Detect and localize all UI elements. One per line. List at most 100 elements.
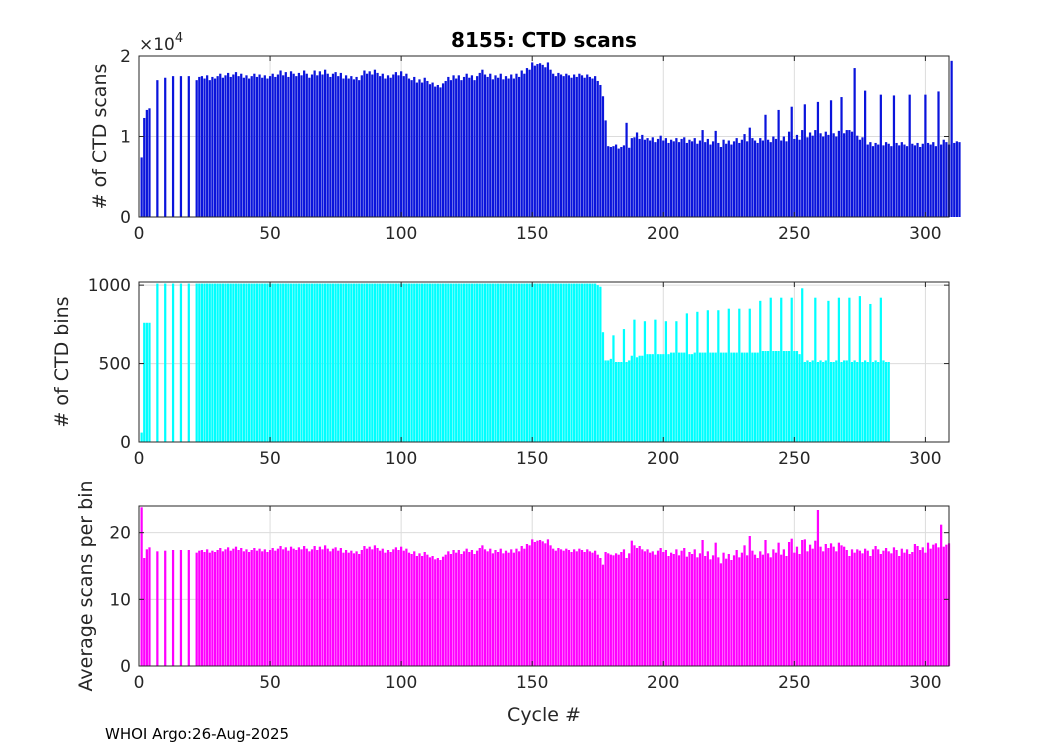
bar-cycle-277 bbox=[864, 90, 867, 217]
bar-cycle-254 bbox=[803, 104, 806, 217]
bar-cycle-43 bbox=[250, 550, 253, 666]
bar-cycle-109 bbox=[423, 77, 426, 218]
bar-cycle-91 bbox=[376, 548, 379, 666]
bar-cycle-194 bbox=[646, 354, 649, 442]
bar-cycle-71 bbox=[324, 69, 327, 217]
bar-cycle-31 bbox=[219, 548, 222, 666]
bar-cycle-131 bbox=[481, 69, 484, 217]
bar-cycle-259 bbox=[816, 101, 820, 217]
bar-cycle-261 bbox=[822, 362, 825, 442]
bar-cycle-219 bbox=[711, 555, 715, 666]
bar-cycle-304 bbox=[934, 146, 938, 217]
bar-cycle-303 bbox=[932, 142, 935, 217]
bar-cycle-133 bbox=[486, 76, 489, 218]
bar-cycle-47 bbox=[261, 551, 264, 666]
bar-cycle-7 bbox=[156, 283, 159, 442]
bar-cycle-22 bbox=[195, 80, 198, 218]
bar-cycle-108 bbox=[420, 556, 424, 666]
bar-cycle-237 bbox=[759, 138, 762, 217]
bar-cycle-274 bbox=[856, 549, 859, 666]
bar-cycle-199 bbox=[659, 135, 662, 217]
y-axis-label: # of CTD bins bbox=[51, 296, 73, 427]
bar-cycle-59 bbox=[292, 548, 295, 666]
bar-cycle-38 bbox=[237, 76, 240, 218]
footer-credit: WHOI Argo:26-Aug-2025 bbox=[105, 725, 290, 743]
bar-cycle-37 bbox=[234, 283, 238, 442]
bar-cycle-32 bbox=[221, 551, 224, 666]
bar-cycle-73 bbox=[329, 283, 332, 442]
bar-cycle-266 bbox=[835, 360, 838, 442]
bar-cycle-77 bbox=[339, 72, 342, 217]
bar-cycle-115 bbox=[439, 87, 442, 217]
bar-cycle-264 bbox=[829, 100, 833, 217]
bar-cycle-145 bbox=[517, 283, 521, 442]
bar-cycle-268 bbox=[840, 97, 843, 217]
bar-cycle-53 bbox=[276, 74, 280, 217]
bar-cycle-195 bbox=[649, 552, 652, 666]
bar-cycle-304 bbox=[934, 543, 938, 666]
bar-cycle-25 bbox=[203, 552, 206, 666]
bar-cycle-202 bbox=[667, 556, 670, 666]
bar-cycle-258 bbox=[814, 540, 817, 666]
bar-cycle-233 bbox=[748, 536, 751, 666]
bar-cycle-132 bbox=[483, 549, 487, 666]
bar-cycle-156 bbox=[546, 283, 550, 442]
bar-cycle-174 bbox=[594, 550, 597, 666]
bar-cycle-44 bbox=[253, 548, 256, 666]
bar-cycle-264 bbox=[829, 362, 833, 442]
bar-cycle-167 bbox=[575, 283, 578, 442]
bar-cycle-142 bbox=[510, 549, 513, 666]
bar-cycle-54 bbox=[279, 70, 282, 218]
bar-cycle-265 bbox=[832, 133, 835, 217]
bar-cycle-306 bbox=[940, 524, 943, 666]
bar-cycle-294 bbox=[908, 554, 911, 666]
bar-cycle-141 bbox=[507, 283, 510, 442]
bar-cycle-282 bbox=[877, 144, 880, 217]
bar-cycle-38 bbox=[237, 283, 240, 442]
bar-cycle-34 bbox=[227, 547, 230, 666]
bar-cycle-257 bbox=[811, 360, 814, 442]
bar-cycle-251 bbox=[795, 351, 799, 442]
bar-cycle-50 bbox=[268, 283, 272, 442]
bar-cycle-270 bbox=[845, 130, 848, 217]
bar-cycle-256 bbox=[808, 132, 812, 217]
bar-cycle-235 bbox=[753, 352, 757, 442]
bar-cycle-201 bbox=[664, 550, 668, 666]
bar-cycle-63 bbox=[303, 283, 306, 442]
bar-cycle-19 bbox=[187, 283, 190, 442]
bar-cycle-79 bbox=[344, 550, 348, 666]
bar-cycle-52 bbox=[274, 550, 277, 666]
bar-cycle-289 bbox=[895, 142, 898, 217]
bar-cycle-90 bbox=[373, 545, 377, 666]
bar-cycle-207 bbox=[680, 138, 683, 217]
bar-cycle-57 bbox=[287, 283, 290, 442]
bar-cycle-180 bbox=[609, 554, 612, 666]
bar-cycle-224 bbox=[725, 352, 728, 442]
bar-cycle-89 bbox=[371, 549, 374, 666]
bar-cycle-234 bbox=[751, 550, 754, 666]
bar-cycle-121 bbox=[455, 78, 458, 217]
bar-cycle-216 bbox=[704, 556, 707, 666]
bar-cycle-99 bbox=[397, 75, 400, 217]
bar-cycle-1 bbox=[140, 507, 143, 666]
bar-cycle-146 bbox=[520, 546, 523, 666]
bar-cycle-229 bbox=[738, 142, 741, 217]
bar-cycle-84 bbox=[358, 554, 361, 666]
x-tick-label: 250 bbox=[778, 449, 810, 469]
bar-cycle-126 bbox=[468, 283, 471, 442]
bar-cycle-293 bbox=[905, 549, 909, 666]
x-tick-label: 300 bbox=[909, 449, 941, 469]
bar-cycle-129 bbox=[476, 76, 479, 218]
bar-cycle-291 bbox=[900, 142, 903, 217]
bar-cycle-198 bbox=[656, 138, 660, 217]
bar-cycle-52 bbox=[274, 283, 277, 442]
bar-cycle-93 bbox=[381, 283, 384, 442]
bar-cycle-153 bbox=[538, 63, 542, 217]
bar-cycle-63 bbox=[303, 70, 306, 218]
bar-cycle-205 bbox=[675, 321, 678, 442]
bar-cycle-178 bbox=[604, 552, 607, 666]
bar-cycle-256 bbox=[808, 544, 812, 666]
y-tick-label: 1000 bbox=[88, 276, 131, 296]
bar-cycle-85 bbox=[360, 550, 363, 666]
x-tick-label: 0 bbox=[134, 224, 145, 244]
